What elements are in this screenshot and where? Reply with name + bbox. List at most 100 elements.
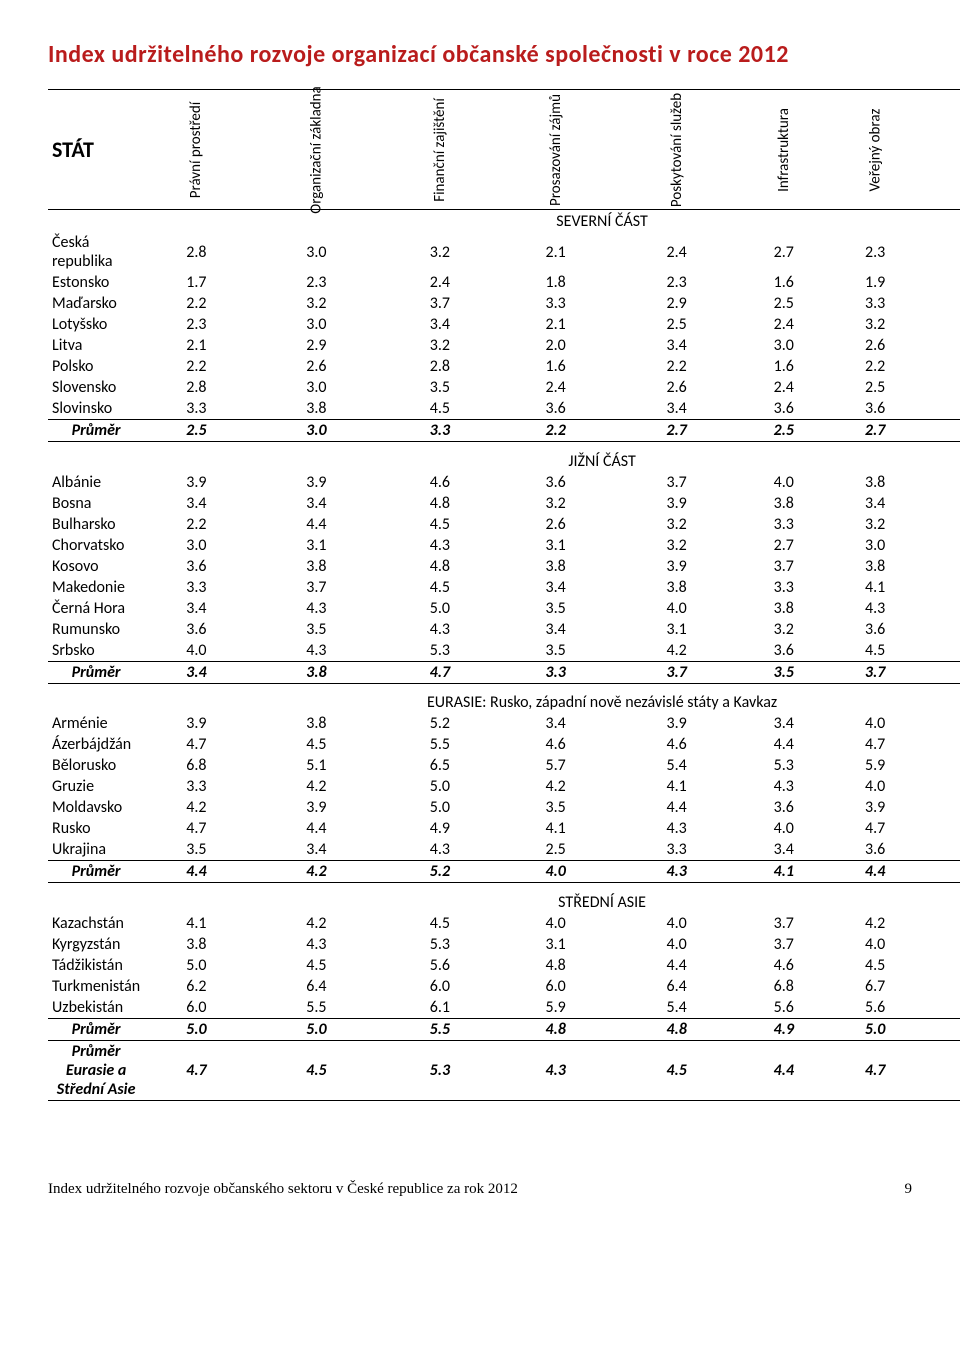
data-cell: 4.5: [249, 734, 384, 755]
section-title-row: STŘEDNÍ ASIE: [48, 891, 960, 913]
section-title: JIŽNÍ ČÁST: [48, 450, 960, 472]
data-cell: 4.3: [616, 818, 738, 839]
section-title: STŘEDNÍ ASIE: [48, 891, 960, 913]
data-cell: 4.6: [496, 734, 616, 755]
data-cell: 3.1: [496, 535, 616, 556]
country-name: Bělorusko: [48, 755, 144, 776]
data-cell: 4.1: [496, 818, 616, 839]
data-cell: 5.0: [921, 1018, 960, 1040]
data-cell: 3.6: [738, 398, 830, 420]
data-cell: 4.2: [144, 797, 248, 818]
data-cell: 4.8: [616, 1018, 738, 1040]
data-cell: 5.6: [738, 997, 830, 1019]
table-row: Bulharsko2.24.44.52.63.23.33.23.3: [48, 514, 960, 535]
data-cell: 6.0: [496, 976, 616, 997]
data-cell: 3.0: [249, 232, 384, 272]
data-cell: 4.5: [249, 1040, 384, 1100]
data-cell: 4.9: [738, 1018, 830, 1040]
country-name: Chorvatsko: [48, 535, 144, 556]
country-name: Turkmenistán: [48, 976, 144, 997]
data-cell: 4.5: [249, 955, 384, 976]
data-cell: 3.4: [249, 493, 384, 514]
average-row: Průměr5.05.05.54.84.84.95.05.0: [48, 1018, 960, 1040]
data-cell: 4.3: [616, 861, 738, 883]
data-cell: 6.5: [384, 755, 496, 776]
data-cell: 2.2: [144, 356, 248, 377]
data-cell: 4.8: [496, 1018, 616, 1040]
table-row: Ukrajina3.53.44.32.53.33.43.63.4: [48, 839, 960, 861]
data-cell: 2.1: [496, 314, 616, 335]
data-cell: 5.2: [384, 713, 496, 734]
data-cell: 2.2: [921, 356, 960, 377]
table-row: Makedonie3.33.74.53.43.83.34.13.7: [48, 577, 960, 598]
data-cell: 2.7: [921, 335, 960, 356]
data-cell: 4.7: [830, 1040, 921, 1100]
table-row: Slovinsko3.33.84.53.63.43.63.63.7: [48, 398, 960, 420]
data-cell: 3.7: [616, 472, 738, 493]
data-cell: 4.8: [384, 493, 496, 514]
data-cell: 3.4: [616, 398, 738, 420]
country-name: Kosovo: [48, 556, 144, 577]
page-footer: Index udržitelného rozvoje občanského se…: [48, 1181, 912, 1198]
data-cell: 4.7: [144, 1040, 248, 1100]
data-cell: 2.4: [384, 272, 496, 293]
table-row: Polsko2.22.62.81.62.21.62.22.2: [48, 356, 960, 377]
data-cell: 1.8: [496, 272, 616, 293]
data-cell: 2.7: [921, 420, 960, 442]
data-cell: 4.5: [830, 640, 921, 662]
data-cell: 2.3: [616, 272, 738, 293]
data-cell: 3.9: [249, 472, 384, 493]
data-cell: 3.9: [830, 797, 921, 818]
page-title: Index udržitelného rozvoje organizací ob…: [48, 40, 912, 69]
data-cell: 3.0: [830, 535, 921, 556]
data-cell: 3.4: [496, 713, 616, 734]
data-cell: 3.2: [830, 314, 921, 335]
data-cell: 5.3: [384, 640, 496, 662]
table-row: Arménie3.93.85.23.43.93.44.03.9: [48, 713, 960, 734]
table-row: Lotyšsko2.33.03.42.12.52.43.22.7: [48, 314, 960, 335]
country-name: Kazachstán: [48, 913, 144, 934]
data-cell: 2.3: [144, 314, 248, 335]
data-cell: 2.7: [921, 314, 960, 335]
data-cell: 5.9: [830, 755, 921, 776]
data-cell: 3.8: [616, 577, 738, 598]
data-cell: 4.0: [738, 818, 830, 839]
data-cell: 2.9: [616, 293, 738, 314]
data-cell: 2.5: [616, 314, 738, 335]
data-cell: 2.6: [496, 514, 616, 535]
table-row: Chorvatsko3.03.14.33.13.22.73.03.2: [48, 535, 960, 556]
average-label: Průměr: [48, 861, 144, 883]
data-cell: 4.0: [616, 598, 738, 619]
data-cell: 6.2: [144, 976, 248, 997]
data-cell: 2.6: [249, 356, 384, 377]
average-row: Průměr4.44.25.24.04.34.14.44.4: [48, 861, 960, 883]
column-header: Udržitelný rozvoj občanského sektoru: [921, 90, 960, 210]
data-cell: 4.1: [144, 913, 248, 934]
section-title-row: SEVERNÍ ČÁST: [48, 210, 960, 233]
data-cell: 3.3: [830, 293, 921, 314]
data-cell: 3.7: [616, 661, 738, 683]
data-cell: 3.2: [496, 493, 616, 514]
data-cell: 4.2: [921, 640, 960, 662]
data-cell: 2.7: [830, 420, 921, 442]
column-header: Právní prostředí: [144, 90, 248, 210]
data-cell: 4.9: [384, 818, 496, 839]
data-cell: 4.1: [830, 577, 921, 598]
table-row: Tádžikistán5.04.55.64.84.44.64.54.8: [48, 955, 960, 976]
data-cell: 3.2: [830, 514, 921, 535]
data-cell: 2.7: [738, 232, 830, 272]
data-cell: 3.5: [384, 377, 496, 398]
data-cell: 3.5: [496, 797, 616, 818]
data-cell: 2.5: [144, 420, 248, 442]
data-cell: 5.9: [496, 997, 616, 1019]
data-cell: 5.0: [830, 1018, 921, 1040]
data-cell: 3.1: [616, 619, 738, 640]
data-cell: 3.8: [249, 713, 384, 734]
data-cell: 4.3: [384, 535, 496, 556]
data-cell: 4.1: [921, 797, 960, 818]
data-cell: 3.8: [144, 934, 248, 955]
data-cell: 3.8: [249, 661, 384, 683]
data-cell: 5.7: [496, 755, 616, 776]
data-cell: 4.0: [616, 913, 738, 934]
column-header: Organizační základna: [249, 90, 384, 210]
